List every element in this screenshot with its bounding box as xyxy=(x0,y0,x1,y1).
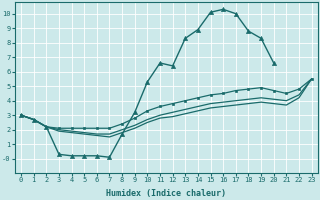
X-axis label: Humidex (Indice chaleur): Humidex (Indice chaleur) xyxy=(106,189,226,198)
